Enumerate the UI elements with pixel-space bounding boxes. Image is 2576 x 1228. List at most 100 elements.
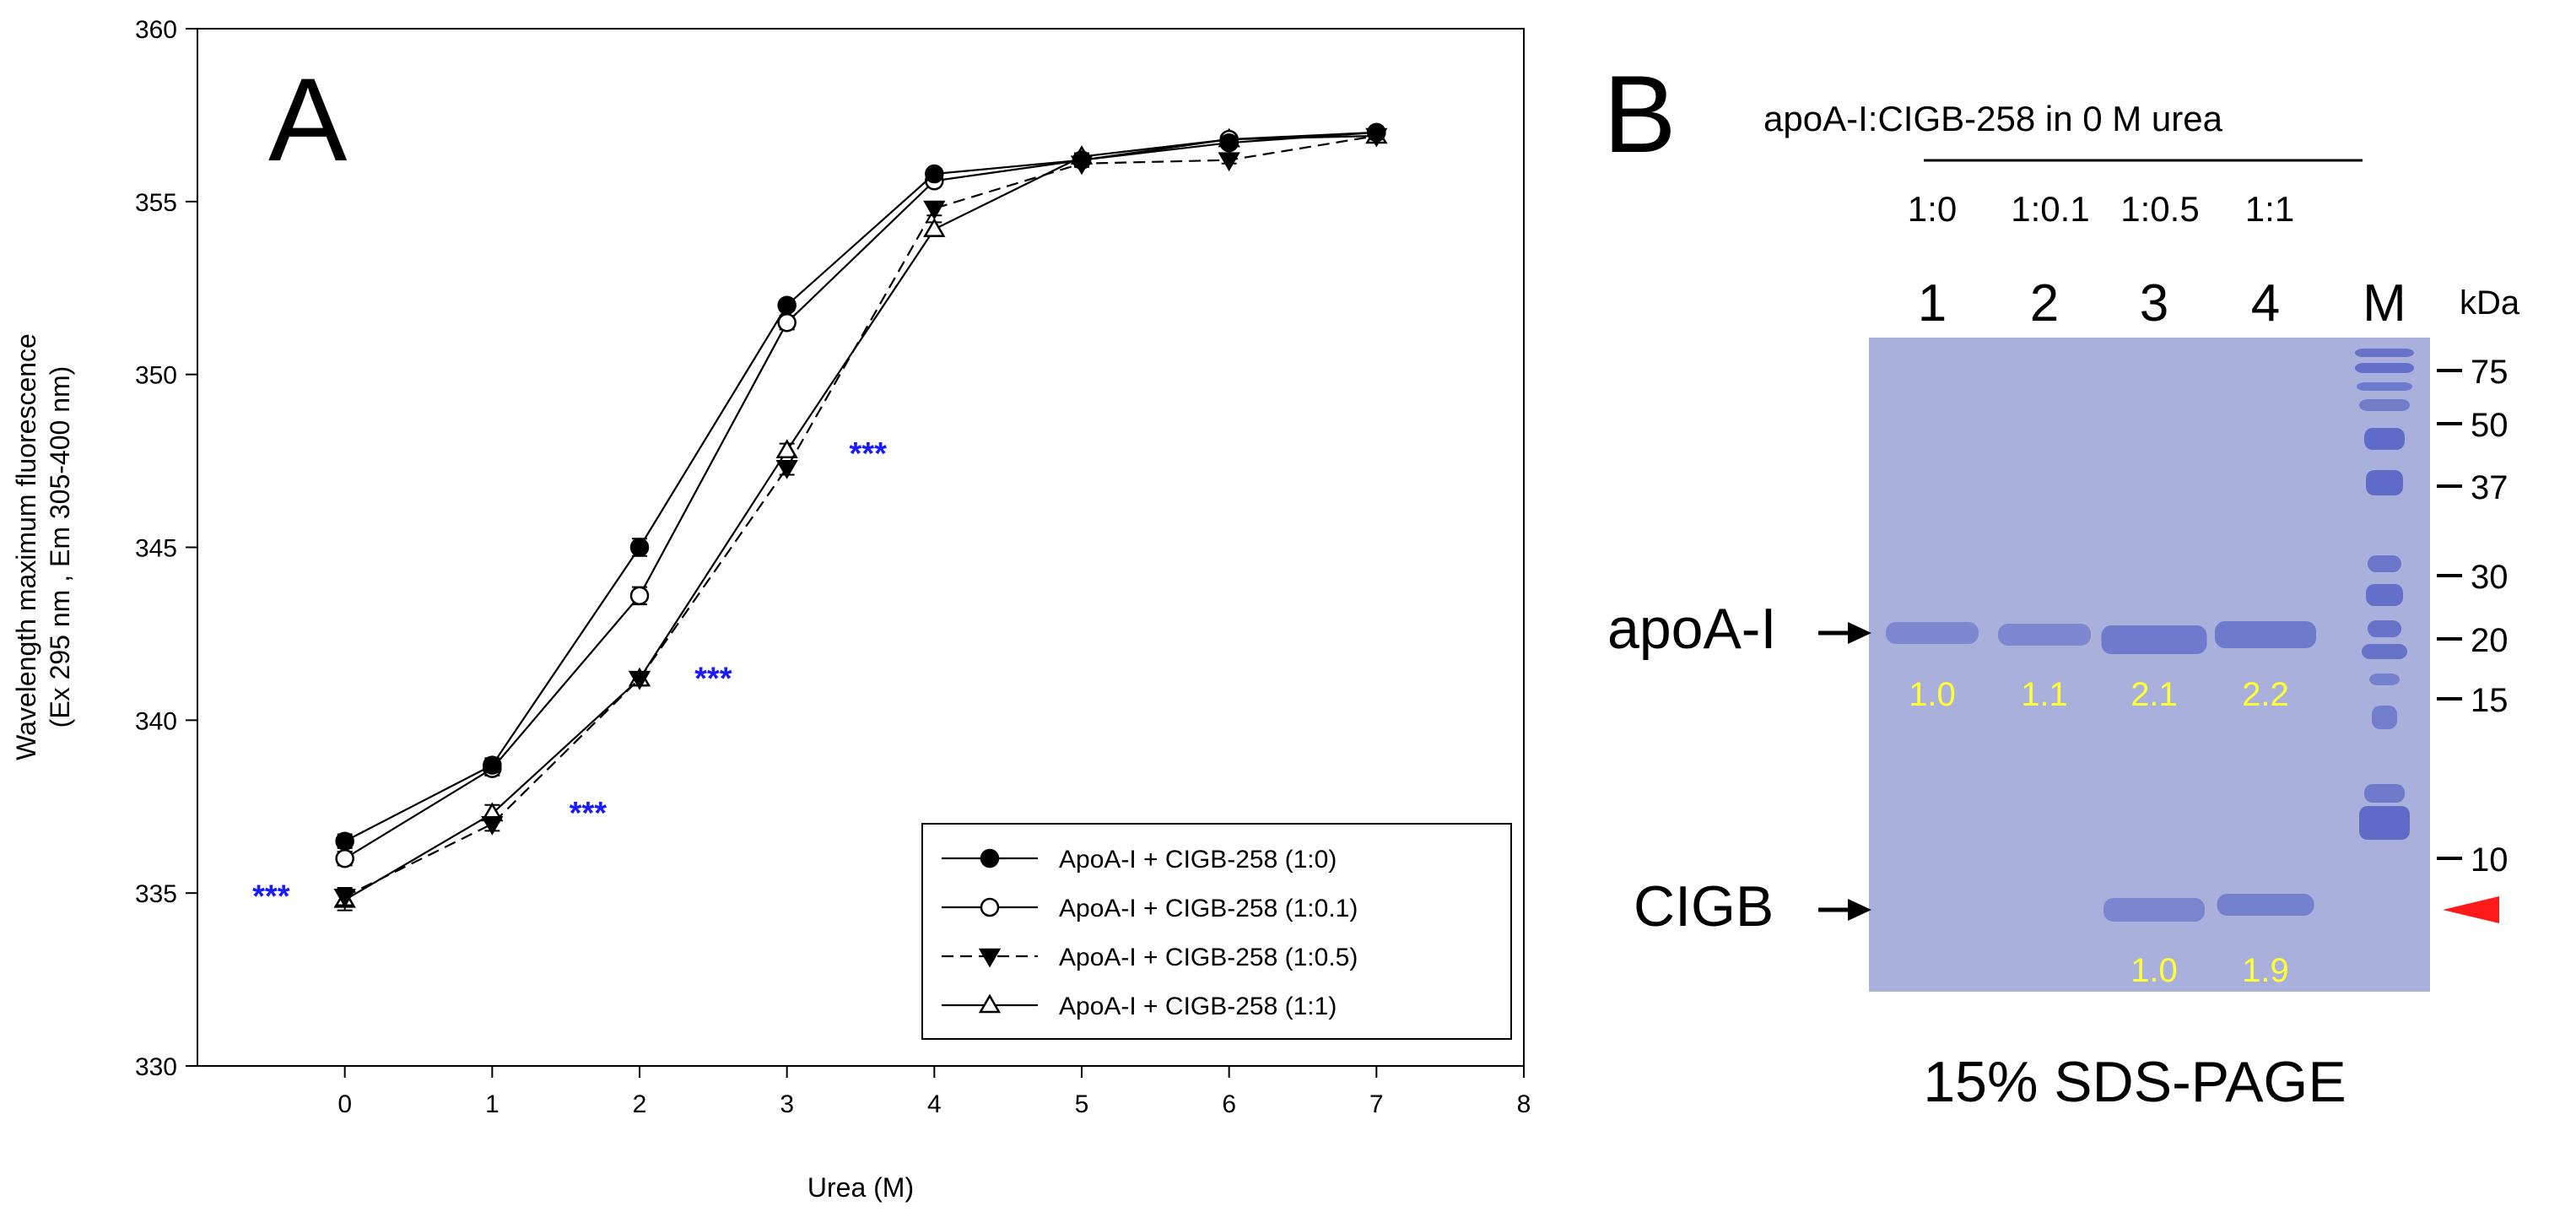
series-3 [333,127,1388,908]
data-point [1367,122,1386,143]
significance-marker: *** [850,436,888,472]
series-layer [333,122,1388,912]
y-tick-label: 335 [135,880,177,908]
apoa-quant-value: 1.0 [1909,676,1956,713]
gel-header: apoA-I:CIGB-258 in 0 M urea [1763,99,2223,138]
panel-b-label: B [1603,52,1677,176]
marker-scale: 75 50 37 30 20 15 10 [2437,354,2508,879]
marker-lane-band [2369,674,2400,685]
lane-number: 2 [2030,274,2059,333]
series-line [344,131,1377,860]
x-tick-label: 4 [927,1090,942,1118]
marker-lane-band [2366,584,2403,606]
apoa-quant-value: 1.1 [2021,676,2068,713]
x-tick-label: 1 [485,1090,500,1118]
data-point [923,218,946,237]
panel-b-gel: B apoA-I:CIGB-258 in 0 M urea 1:0 1:0.1 1:… [1603,52,2520,1114]
marker-lane-band [2359,806,2410,840]
apoa-band-label: apoA-I [1607,597,1776,661]
cigb-band-label: CIGB [1634,874,1774,939]
lane-ratio: 1:0 [1908,189,1957,229]
data-point [481,815,504,836]
data-point [335,848,354,868]
kda-value: 37 [2471,469,2508,506]
cigb-red-arrowhead-indicator [2443,896,2499,923]
legend-box [921,823,1512,1040]
apoa-band [1886,622,1979,644]
data-point [335,831,354,851]
kda-value: 50 [2471,407,2508,444]
data-point [1072,150,1092,170]
data-point [923,200,946,220]
cigb-band [2217,894,2314,916]
x-tick-label: 5 [1075,1090,1089,1118]
x-tick-label: 2 [633,1090,647,1118]
legend-marker [978,993,1002,1014]
x-axis-label: Urea (M) [807,1172,914,1203]
kda-value: 15 [2471,682,2508,719]
lane-number: 3 [2140,274,2168,333]
apoa-arrow-head [1848,622,1871,644]
lane-number: 1 [1918,274,1947,333]
marker-lane-band [2368,555,2401,572]
lane-ratio: 1:0.5 [2120,189,2199,229]
apoa-quant-value: 2.2 [2242,676,2289,713]
legend-marker [980,848,1000,868]
y-tick-label: 355 [135,189,177,217]
band-quantification: 1.0 1.1 2.1 2.2 1.0 1.9 [1909,676,2289,989]
marker-lane-band [2359,399,2410,411]
marker-lane-band [2366,470,2403,495]
y-tick-label: 330 [135,1053,177,1081]
marker-lane-band [2368,620,2401,637]
series-4 [333,124,1388,912]
marker-lane-band [2372,706,2397,729]
data-point [775,460,798,479]
series-line [344,131,1377,842]
apoa-band [1998,624,2091,646]
data-point [1218,152,1240,172]
gel-bands [1886,349,2414,922]
data-point [628,670,651,690]
x-tick-label: 8 [1517,1090,1531,1118]
lane-number: 4 [2251,274,2280,333]
y-tick-label: 360 [135,16,177,44]
data-point [629,538,650,557]
y-tick-label: 340 [135,707,177,735]
significance-marker: *** [252,879,290,915]
significance-marker: *** [570,796,608,831]
legend: ApoA-I + CIGB-258 (1:0) ApoA-I + CIGB-258… [921,823,1512,1040]
lane-ratio: 1:0.1 [2011,189,2089,229]
lane-numbers: 1 2 3 4 M [1918,274,2406,333]
marker-lane-band [2364,784,2405,803]
y-axis-label-line1: Wavelength maximum fluorescence [11,333,41,760]
series-2 [335,122,1386,868]
cigb-quant-value: 1.0 [2130,952,2178,989]
cigb-quant-value: 1.9 [2242,952,2289,989]
gel-body [1869,338,2430,992]
marker-lane-band [2362,644,2407,659]
kda-value: 30 [2471,559,2508,596]
panel-a-label: A [268,53,348,186]
series-1 [335,122,1386,851]
apoa-band [2215,621,2316,648]
x-tick-label: 7 [1369,1090,1384,1118]
y-tick-label: 350 [135,362,177,390]
lane-ratios: 1:0 1:0.1 1:0.5 1:1 [1908,189,2294,229]
data-point [333,889,356,908]
legend-marker [980,897,1000,917]
kda-label: kDa [2460,284,2520,322]
cigb-band [2103,898,2205,922]
cigb-arrow-head [1848,899,1871,921]
marker-lane-band [2355,349,2414,357]
data-point [925,164,944,184]
x-tick-label: 3 [780,1090,794,1118]
y-tick-label: 345 [135,535,177,563]
data-point [1219,133,1239,153]
data-point [483,755,502,775]
data-point [629,586,650,606]
y-axis-label-line2: (Ex 295 nm , Em 305-400 nm) [45,366,75,728]
data-point [777,295,797,315]
